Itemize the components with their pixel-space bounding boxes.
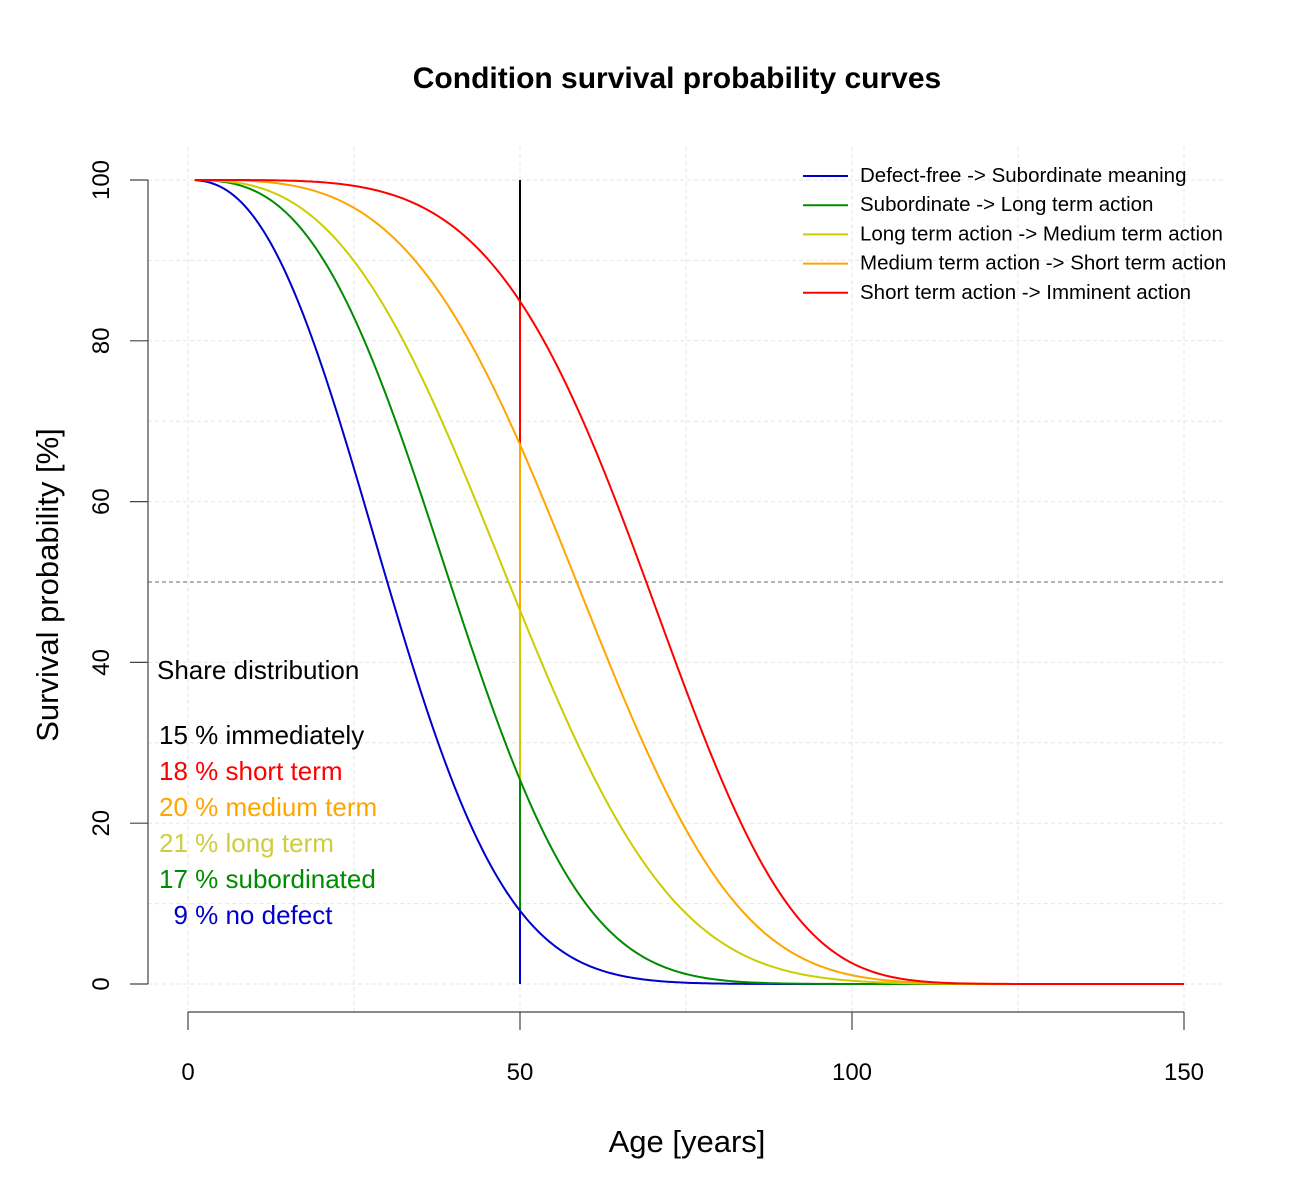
y-tick-label: 0: [88, 977, 115, 990]
share-item: 15 % immediately: [159, 720, 364, 750]
x-tick-label: 0: [181, 1059, 194, 1086]
y-axis-label: Survival probability [%]: [30, 428, 65, 742]
legend-label: Defect-free -> Subordinate meaning: [860, 164, 1186, 187]
share-item: 9 % no defect: [159, 900, 333, 930]
x-tick-label: 100: [832, 1059, 872, 1086]
curve-series-5: [194, 179, 1184, 985]
legend-label: Long term action -> Medium term action: [860, 222, 1223, 245]
x-axis-label: Age [years]: [609, 1124, 766, 1159]
chart-title: Condition survival probability curves: [413, 62, 941, 95]
y-tick-label: 100: [88, 160, 115, 200]
y-tick-label: 40: [88, 649, 115, 676]
share-item: 18 % short term: [159, 756, 343, 786]
share-item: 20 % medium term: [159, 792, 377, 822]
x-tick-label: 50: [507, 1059, 534, 1086]
y-tick-label: 80: [88, 327, 115, 354]
y-tick-label: 20: [88, 810, 115, 837]
share-item: 21 % long term: [159, 828, 334, 858]
legend: Defect-free -> Subordinate meaning Subord…: [803, 164, 1226, 304]
share-title: Share distribution: [157, 655, 359, 685]
legend-label: Subordinate -> Long term action: [860, 193, 1153, 216]
x-tick-label: 150: [1164, 1059, 1204, 1086]
y-tick-label: 60: [88, 488, 115, 515]
axes: 0 20 40 60 80 100 0 50 100 150: [88, 160, 1204, 1086]
curves: [194, 179, 1184, 985]
share-distribution: Share distribution 15 % immediately 18 % s…: [157, 655, 377, 930]
legend-label: Short term action -> Imminent action: [860, 281, 1191, 304]
share-item: 17 % subordinated: [159, 864, 376, 894]
legend-label: Medium term action -> Short term action: [860, 252, 1226, 275]
